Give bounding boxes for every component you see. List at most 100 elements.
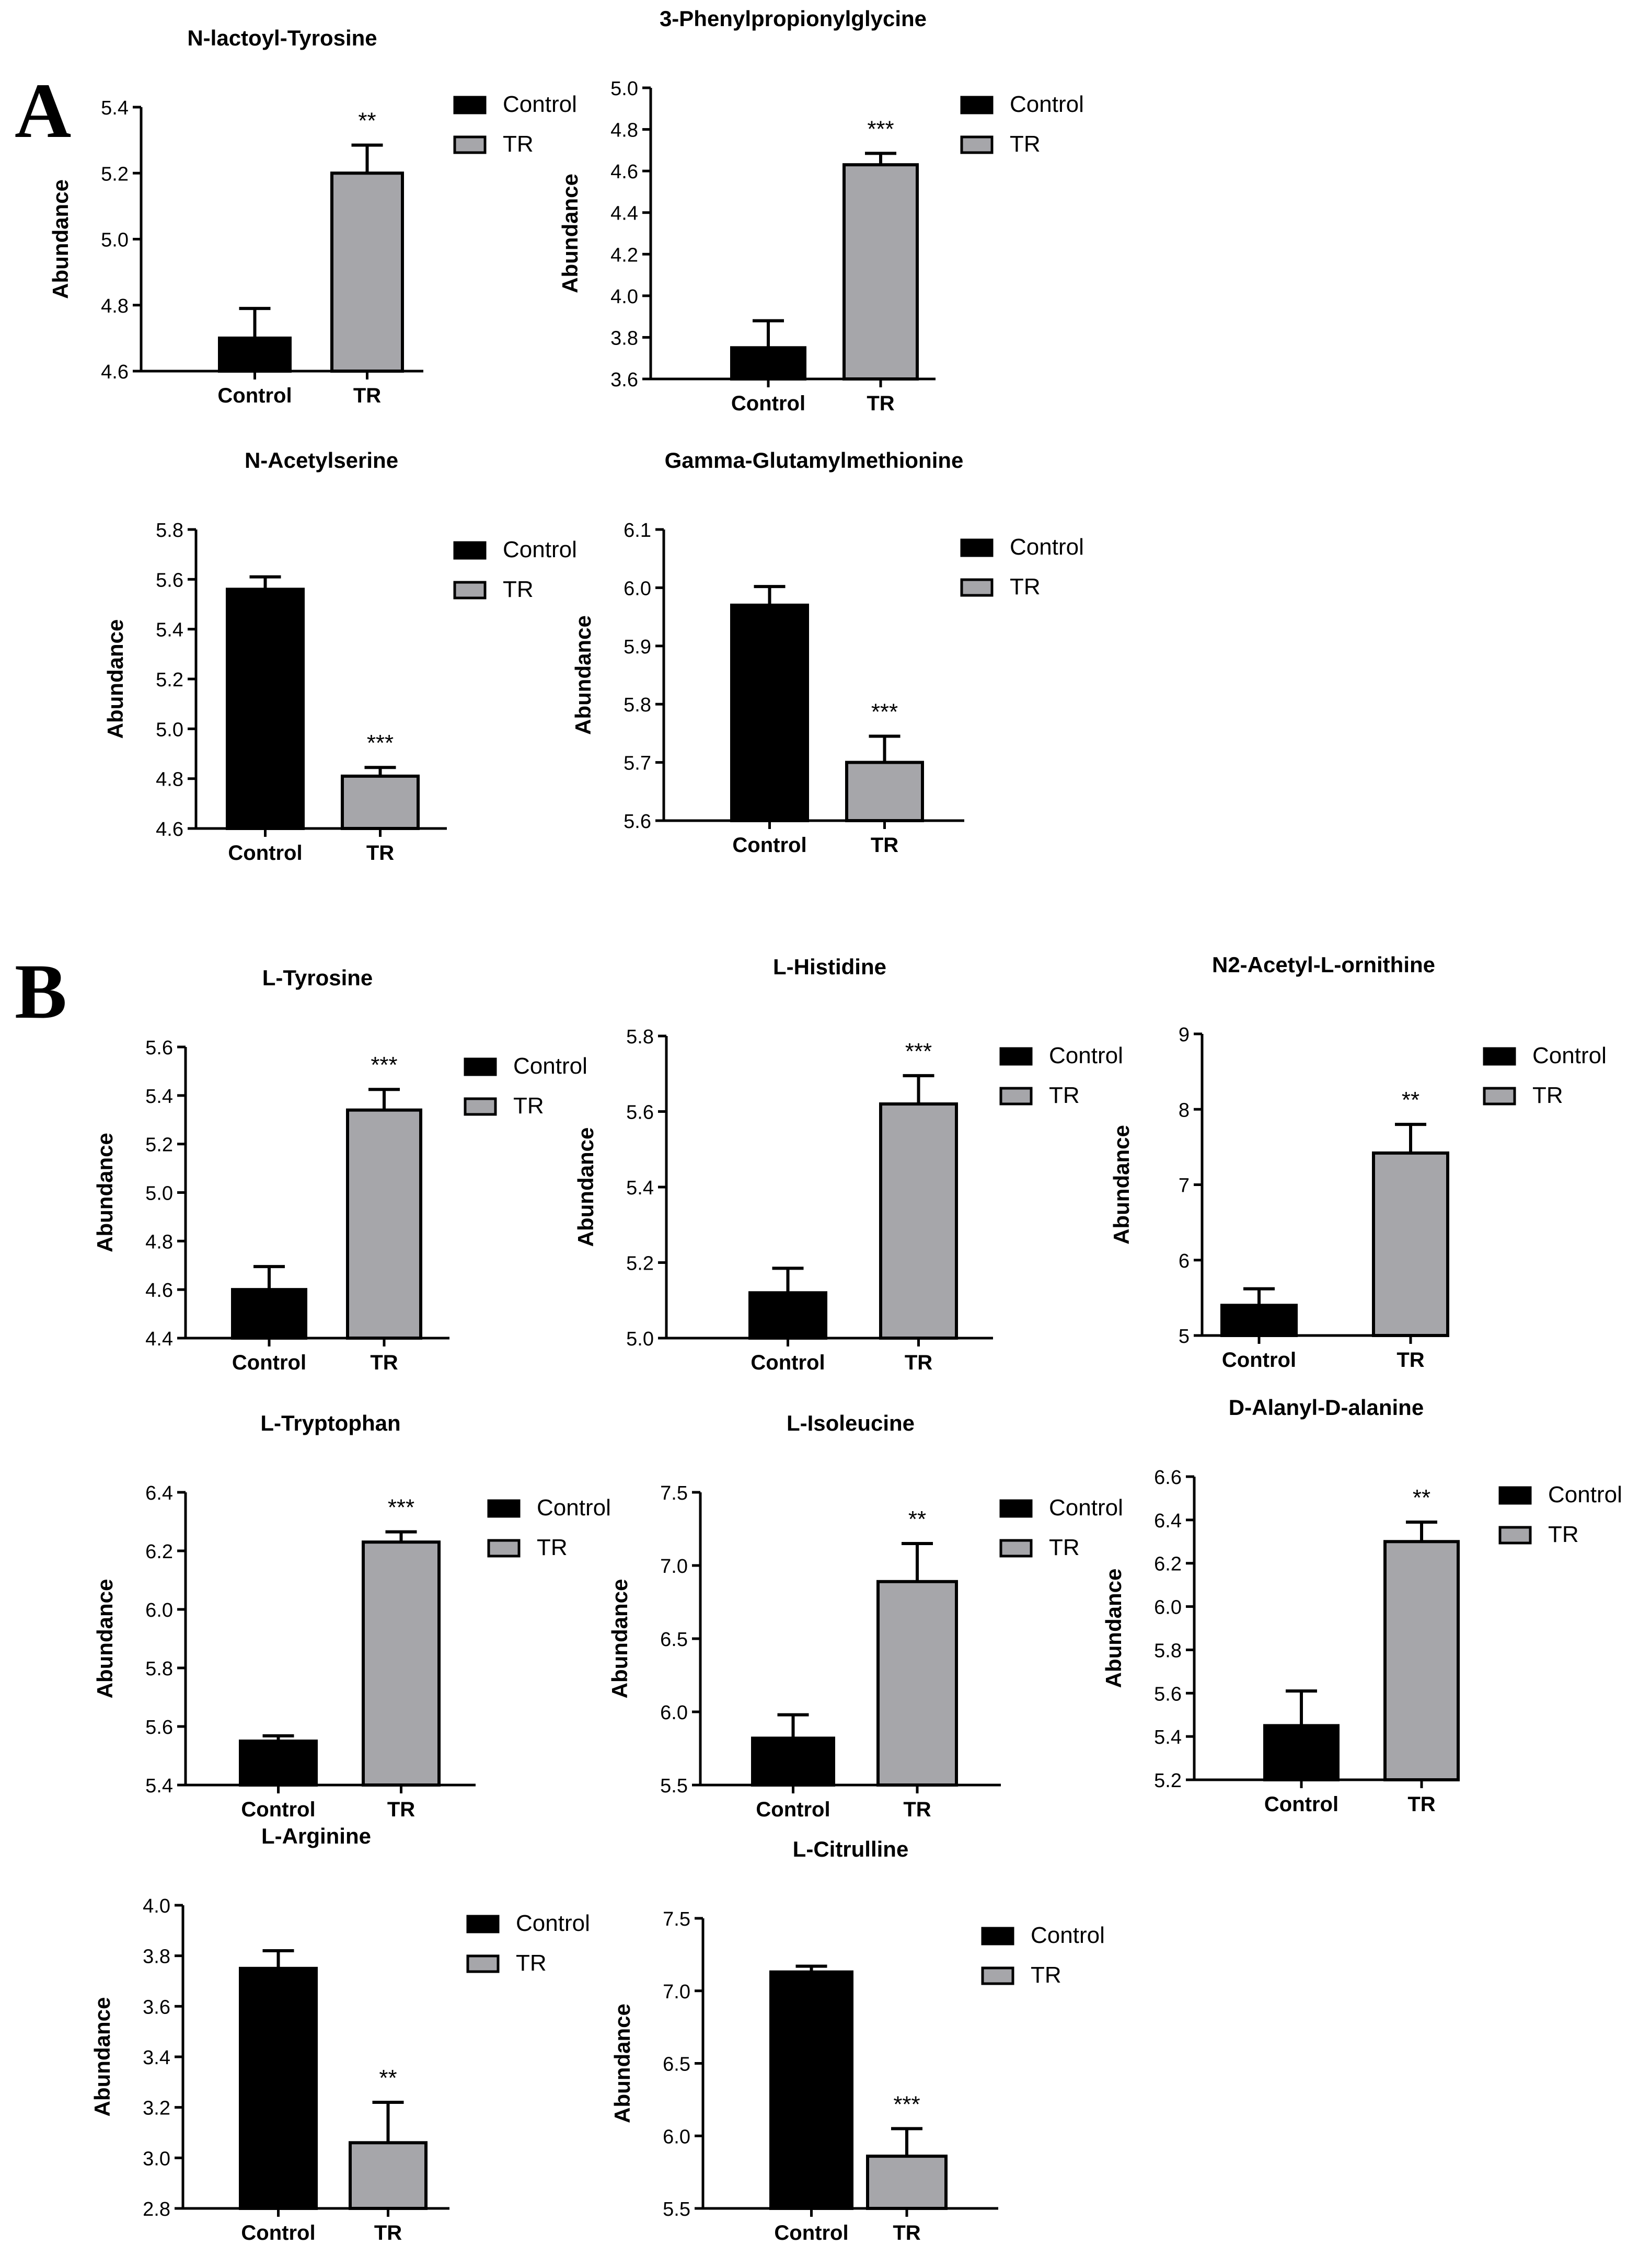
legend-label-control: Control — [1532, 1043, 1607, 1068]
bar-tr — [346, 1108, 422, 1340]
y-tick-label: 6.0 — [663, 2126, 690, 2148]
y-tick-label: 4.0 — [143, 1895, 170, 1917]
legend-label-control: Control — [1049, 1495, 1123, 1521]
chart-title: L-Arginine — [261, 1824, 371, 1848]
bar-control — [239, 1740, 318, 1787]
significance-label: ** — [908, 1506, 926, 1532]
y-tick-label: 3.2 — [143, 2098, 170, 2120]
significance-label: *** — [388, 1495, 414, 1521]
legend-swatch-control — [464, 1057, 497, 1076]
y-tick-label: 6.6 — [1154, 1467, 1182, 1489]
y-tick-label: 3.4 — [143, 2047, 170, 2069]
legend-swatch-control — [466, 1915, 500, 1933]
legend-label-control: Control — [537, 1495, 611, 1521]
bar-tr — [341, 774, 420, 831]
y-tick-label: 5.8 — [626, 1026, 654, 1048]
x-tick-label: Control — [228, 842, 302, 865]
y-tick-label: 5.8 — [145, 1658, 173, 1680]
chart-title: L-Tyrosine — [262, 965, 373, 990]
y-axis-label: Abundance — [607, 1579, 632, 1699]
y-tick-label: 6.0 — [1154, 1597, 1182, 1619]
chart-7: L-Tryptophan Abundance 5.4 5.6 5.8 6.0 6.2 6.4 C… — [93, 1411, 611, 1821]
legend-label-control: Control — [1548, 1482, 1622, 1507]
legend-swatch-control — [981, 1927, 1014, 1945]
y-tick-label: 5.6 — [626, 1102, 654, 1124]
bar-control — [748, 1291, 827, 1340]
legend-label-tr: TR — [1532, 1083, 1563, 1108]
legend-label-control: Control — [1010, 91, 1084, 117]
y-tick-label: 5.2 — [1154, 1770, 1182, 1792]
x-tick-label: TR — [353, 384, 381, 407]
x-tick-label: TR — [1407, 1793, 1435, 1816]
y-tick-label: 5.5 — [663, 2198, 690, 2220]
significance-label: ** — [1413, 1485, 1430, 1511]
legend-label-tr: TR — [1548, 1522, 1579, 1547]
legend-swatch-tr — [466, 1954, 500, 1973]
bar-control — [218, 336, 292, 373]
y-tick-label: 6.4 — [1154, 1510, 1182, 1532]
y-tick-label: 3.8 — [610, 327, 638, 349]
y-tick-label: 4.4 — [145, 1328, 173, 1350]
y-tick-label: 4.6 — [610, 161, 638, 183]
chart-title: 3-Phenylpropionylglycine — [660, 6, 927, 31]
y-tick-label: 5.0 — [101, 229, 129, 251]
legend-label-tr: TR — [503, 577, 534, 602]
legend-label-control: Control — [503, 91, 577, 117]
bar-tr — [842, 163, 919, 381]
x-tick-label: Control — [756, 1798, 830, 1821]
x-tick-label: TR — [867, 392, 894, 415]
significance-label: ** — [379, 2065, 397, 2091]
significance-label: *** — [893, 2091, 920, 2117]
y-tick-label: 6 — [1179, 1250, 1190, 1272]
y-tick-label: 5.6 — [1154, 1683, 1182, 1705]
significance-label: *** — [371, 1052, 397, 1078]
panel-letter-b: B — [15, 948, 67, 1035]
chart-0: N-lactoyl-Tyrosine Abundance 4.6 4.8 5.0 5.2 5… — [48, 26, 577, 407]
y-axis-label: Abundance — [558, 174, 582, 293]
y-tick-label: 5.6 — [624, 811, 651, 833]
y-axis-label: Abundance — [90, 1997, 114, 2117]
bar-control — [226, 588, 305, 831]
y-tick-label: 4.8 — [101, 295, 129, 317]
y-tick-label: 5.4 — [626, 1177, 654, 1199]
y-tick-label: 4.2 — [610, 244, 638, 266]
y-tick-label: 4.0 — [610, 286, 638, 308]
y-tick-label: 4.6 — [156, 819, 183, 841]
legend-swatch-tr — [999, 1087, 1033, 1106]
chart-title: Gamma-Glutamylmethionine — [665, 448, 964, 473]
y-tick-label: 6.5 — [663, 2054, 690, 2076]
y-tick-label: 9 — [1179, 1024, 1190, 1046]
legend-label-tr: TR — [1010, 131, 1041, 157]
legend-label-control: Control — [1031, 1922, 1105, 1948]
significance-label: *** — [871, 699, 898, 724]
bar-control — [1220, 1304, 1298, 1338]
y-tick-label: 5.6 — [145, 1037, 173, 1059]
legend-label-control: Control — [513, 1053, 587, 1079]
significance-label: ** — [358, 108, 376, 134]
panel-letter-a: A — [15, 67, 71, 154]
bar-tr — [879, 1102, 958, 1340]
y-tick-label: 5.2 — [156, 669, 183, 691]
y-tick-label: 7 — [1179, 1175, 1190, 1197]
y-axis-label: Abundance — [103, 619, 128, 739]
chart-1: 3-Phenylpropionylglycine Abundance 3.6 3.8 4… — [558, 6, 1084, 415]
x-tick-label: Control — [774, 2221, 848, 2244]
legend-swatch-tr — [999, 1539, 1033, 1558]
legend-swatch-tr — [453, 135, 487, 154]
chart-title: N-Acetylserine — [245, 448, 398, 473]
legend-label-tr: TR — [503, 131, 534, 157]
x-tick-label: Control — [751, 1351, 825, 1374]
x-tick-label: TR — [366, 842, 394, 865]
x-tick-label: TR — [1396, 1349, 1424, 1372]
y-tick-label: 5.8 — [624, 694, 651, 716]
x-tick-label: Control — [241, 2221, 315, 2244]
x-tick-label: TR — [387, 1798, 415, 1821]
legend-label-tr: TR — [1010, 574, 1041, 600]
chart-10: L-Arginine Abundance 2.8 3.0 3.2 3.4 3.6 3.8 4.0… — [90, 1824, 590, 2244]
x-tick-label: Control — [241, 1798, 315, 1821]
bar-tr — [866, 2155, 948, 2211]
legend-swatch-control — [999, 1047, 1033, 1066]
y-axis-label: Abundance — [610, 2004, 634, 2123]
bar-control — [239, 1966, 318, 2210]
bar-control — [769, 1970, 853, 2211]
